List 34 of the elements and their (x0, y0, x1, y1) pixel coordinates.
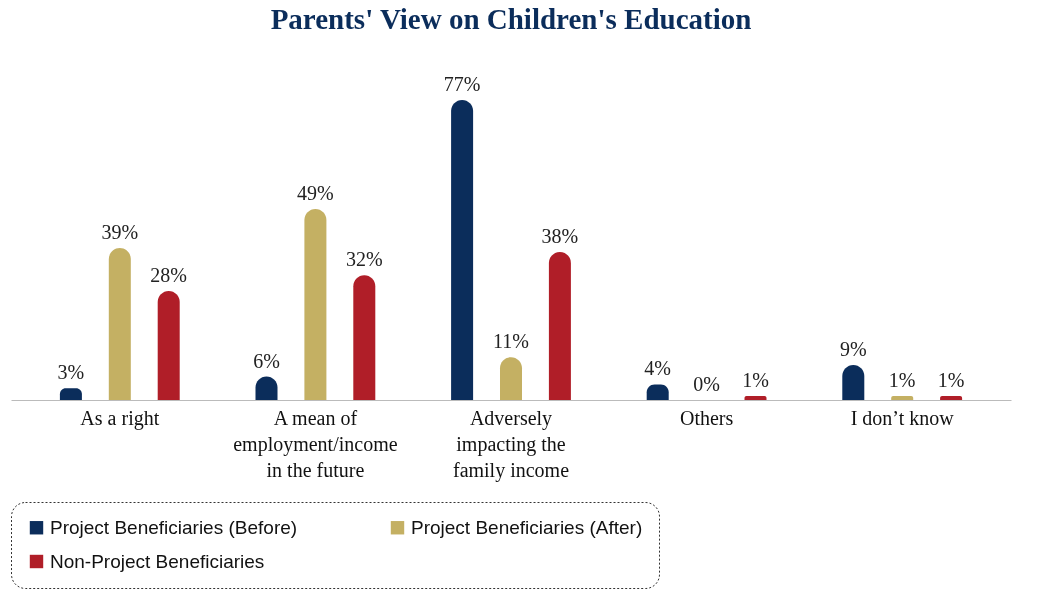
chart-title: Parents' View on Children's Education (270, 3, 752, 35)
bar (891, 396, 914, 400)
bar (548, 251, 571, 400)
data-label: 4% (644, 357, 672, 380)
legend-label: Non-Project Beneficiaries (50, 550, 265, 572)
data-label: 11% (493, 330, 529, 353)
data-label: 6% (253, 349, 280, 372)
bar (744, 396, 767, 400)
bar (500, 357, 522, 400)
bar (353, 275, 376, 400)
data-label: 28% (150, 263, 188, 286)
data-label: 49% (297, 182, 334, 205)
x-tick-label: As a right (80, 406, 160, 430)
bar (940, 396, 963, 400)
x-tick-label: A mean of employment/income in the future (233, 406, 398, 481)
x-tick-label: Adversely impacting the family income (452, 406, 570, 482)
data-label: 1% (888, 369, 916, 392)
data-label: 0% (693, 373, 720, 395)
legend-label: Project Beneficiaries (After) (411, 516, 643, 538)
data-label: 77% (443, 73, 481, 95)
bar (108, 248, 131, 400)
data-label: 9% (839, 337, 867, 360)
data-label: 3% (57, 361, 85, 384)
data-label: 32% (345, 248, 383, 271)
data-label: 1% (742, 369, 769, 392)
data-label: 39% (101, 221, 139, 244)
legend-label: Project Beneficiaries (Before) (50, 516, 298, 538)
data-label: 38% (541, 224, 579, 247)
bar (451, 100, 474, 400)
bar (157, 290, 180, 400)
x-tick-label: I don’t know (850, 406, 955, 429)
data-label: 1% (937, 369, 965, 392)
bar (304, 209, 327, 400)
x-tick-label: Others (679, 406, 734, 429)
